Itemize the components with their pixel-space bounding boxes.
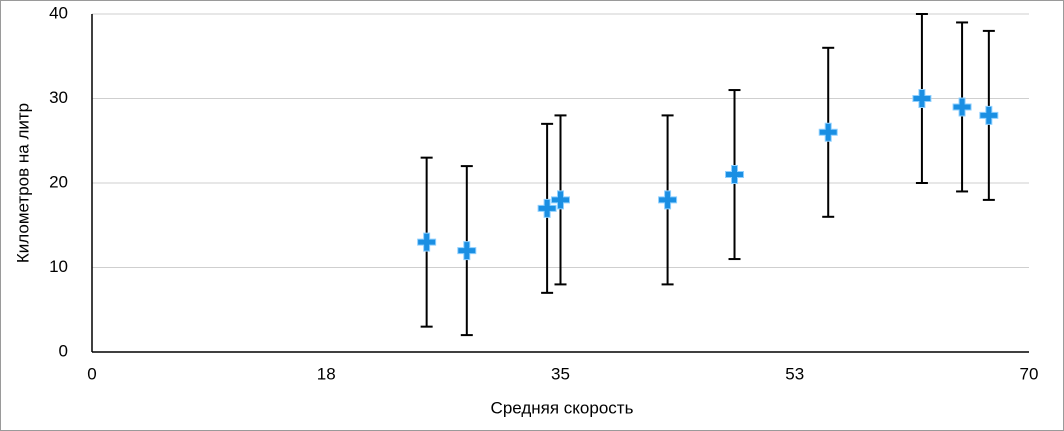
- point: [912, 89, 932, 108]
- point: [551, 190, 570, 210]
- point: [979, 105, 999, 125]
- y-axis-title: Километров на литр: [13, 103, 32, 263]
- y-tick-label: 40: [49, 3, 68, 22]
- y-tick-label: 0: [59, 341, 68, 360]
- point: [457, 241, 477, 261]
- x-tick-label: 35: [551, 364, 570, 383]
- y-tick-label: 20: [49, 172, 68, 191]
- point: [537, 198, 557, 218]
- x-axis-title: Средняя скорость: [491, 398, 634, 417]
- point: [658, 190, 678, 210]
- point: [417, 232, 437, 252]
- x-tick-label: 70: [1020, 364, 1039, 383]
- point: [725, 165, 745, 185]
- x-tick-label: 0: [87, 364, 96, 383]
- x-tick-label: 18: [317, 364, 336, 383]
- y-tick-label: 30: [49, 88, 68, 107]
- point: [952, 97, 972, 117]
- x-tick-label: 53: [785, 364, 804, 383]
- y-tick-label: 10: [49, 257, 68, 276]
- point: [818, 122, 838, 142]
